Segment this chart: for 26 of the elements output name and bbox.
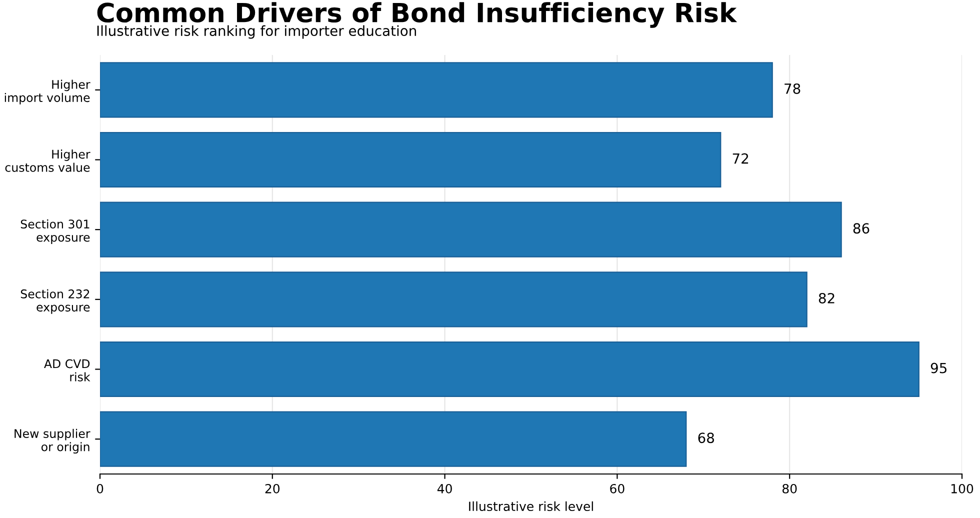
x-tick-label: 100 xyxy=(951,484,974,494)
data-label: 72 xyxy=(732,153,748,164)
bar xyxy=(100,62,773,118)
x-tick-label: 20 xyxy=(265,484,280,494)
x-tick-label: 80 xyxy=(782,484,797,494)
y-tick-label: Section 232 exposure xyxy=(20,289,90,314)
x-tick-label: 40 xyxy=(437,484,452,494)
y-tick-label: Higher import volume xyxy=(4,80,90,104)
data-label: 95 xyxy=(930,362,946,374)
y-tick-label: AD CVD risk xyxy=(44,359,90,382)
bar xyxy=(100,411,687,467)
x-tick-label: 0 xyxy=(96,484,104,494)
bar xyxy=(100,272,808,328)
chart-subtitle: Illustrative risk ranking for importer education xyxy=(97,25,416,39)
data-label: 68 xyxy=(698,432,714,444)
x-axis-title: Illustrative risk level xyxy=(469,501,593,512)
bar xyxy=(100,132,722,188)
y-tick-label: Higher customs value xyxy=(5,150,90,172)
y-tick-label: Section 301 exposure xyxy=(20,219,90,244)
bar xyxy=(100,202,842,258)
data-label: 78 xyxy=(784,83,800,94)
data-label: 82 xyxy=(818,292,834,304)
x-tick-label: 60 xyxy=(610,484,624,494)
bar xyxy=(100,341,920,398)
data-label: 86 xyxy=(853,223,870,234)
y-tick-label: New supplier or origin xyxy=(14,428,90,454)
